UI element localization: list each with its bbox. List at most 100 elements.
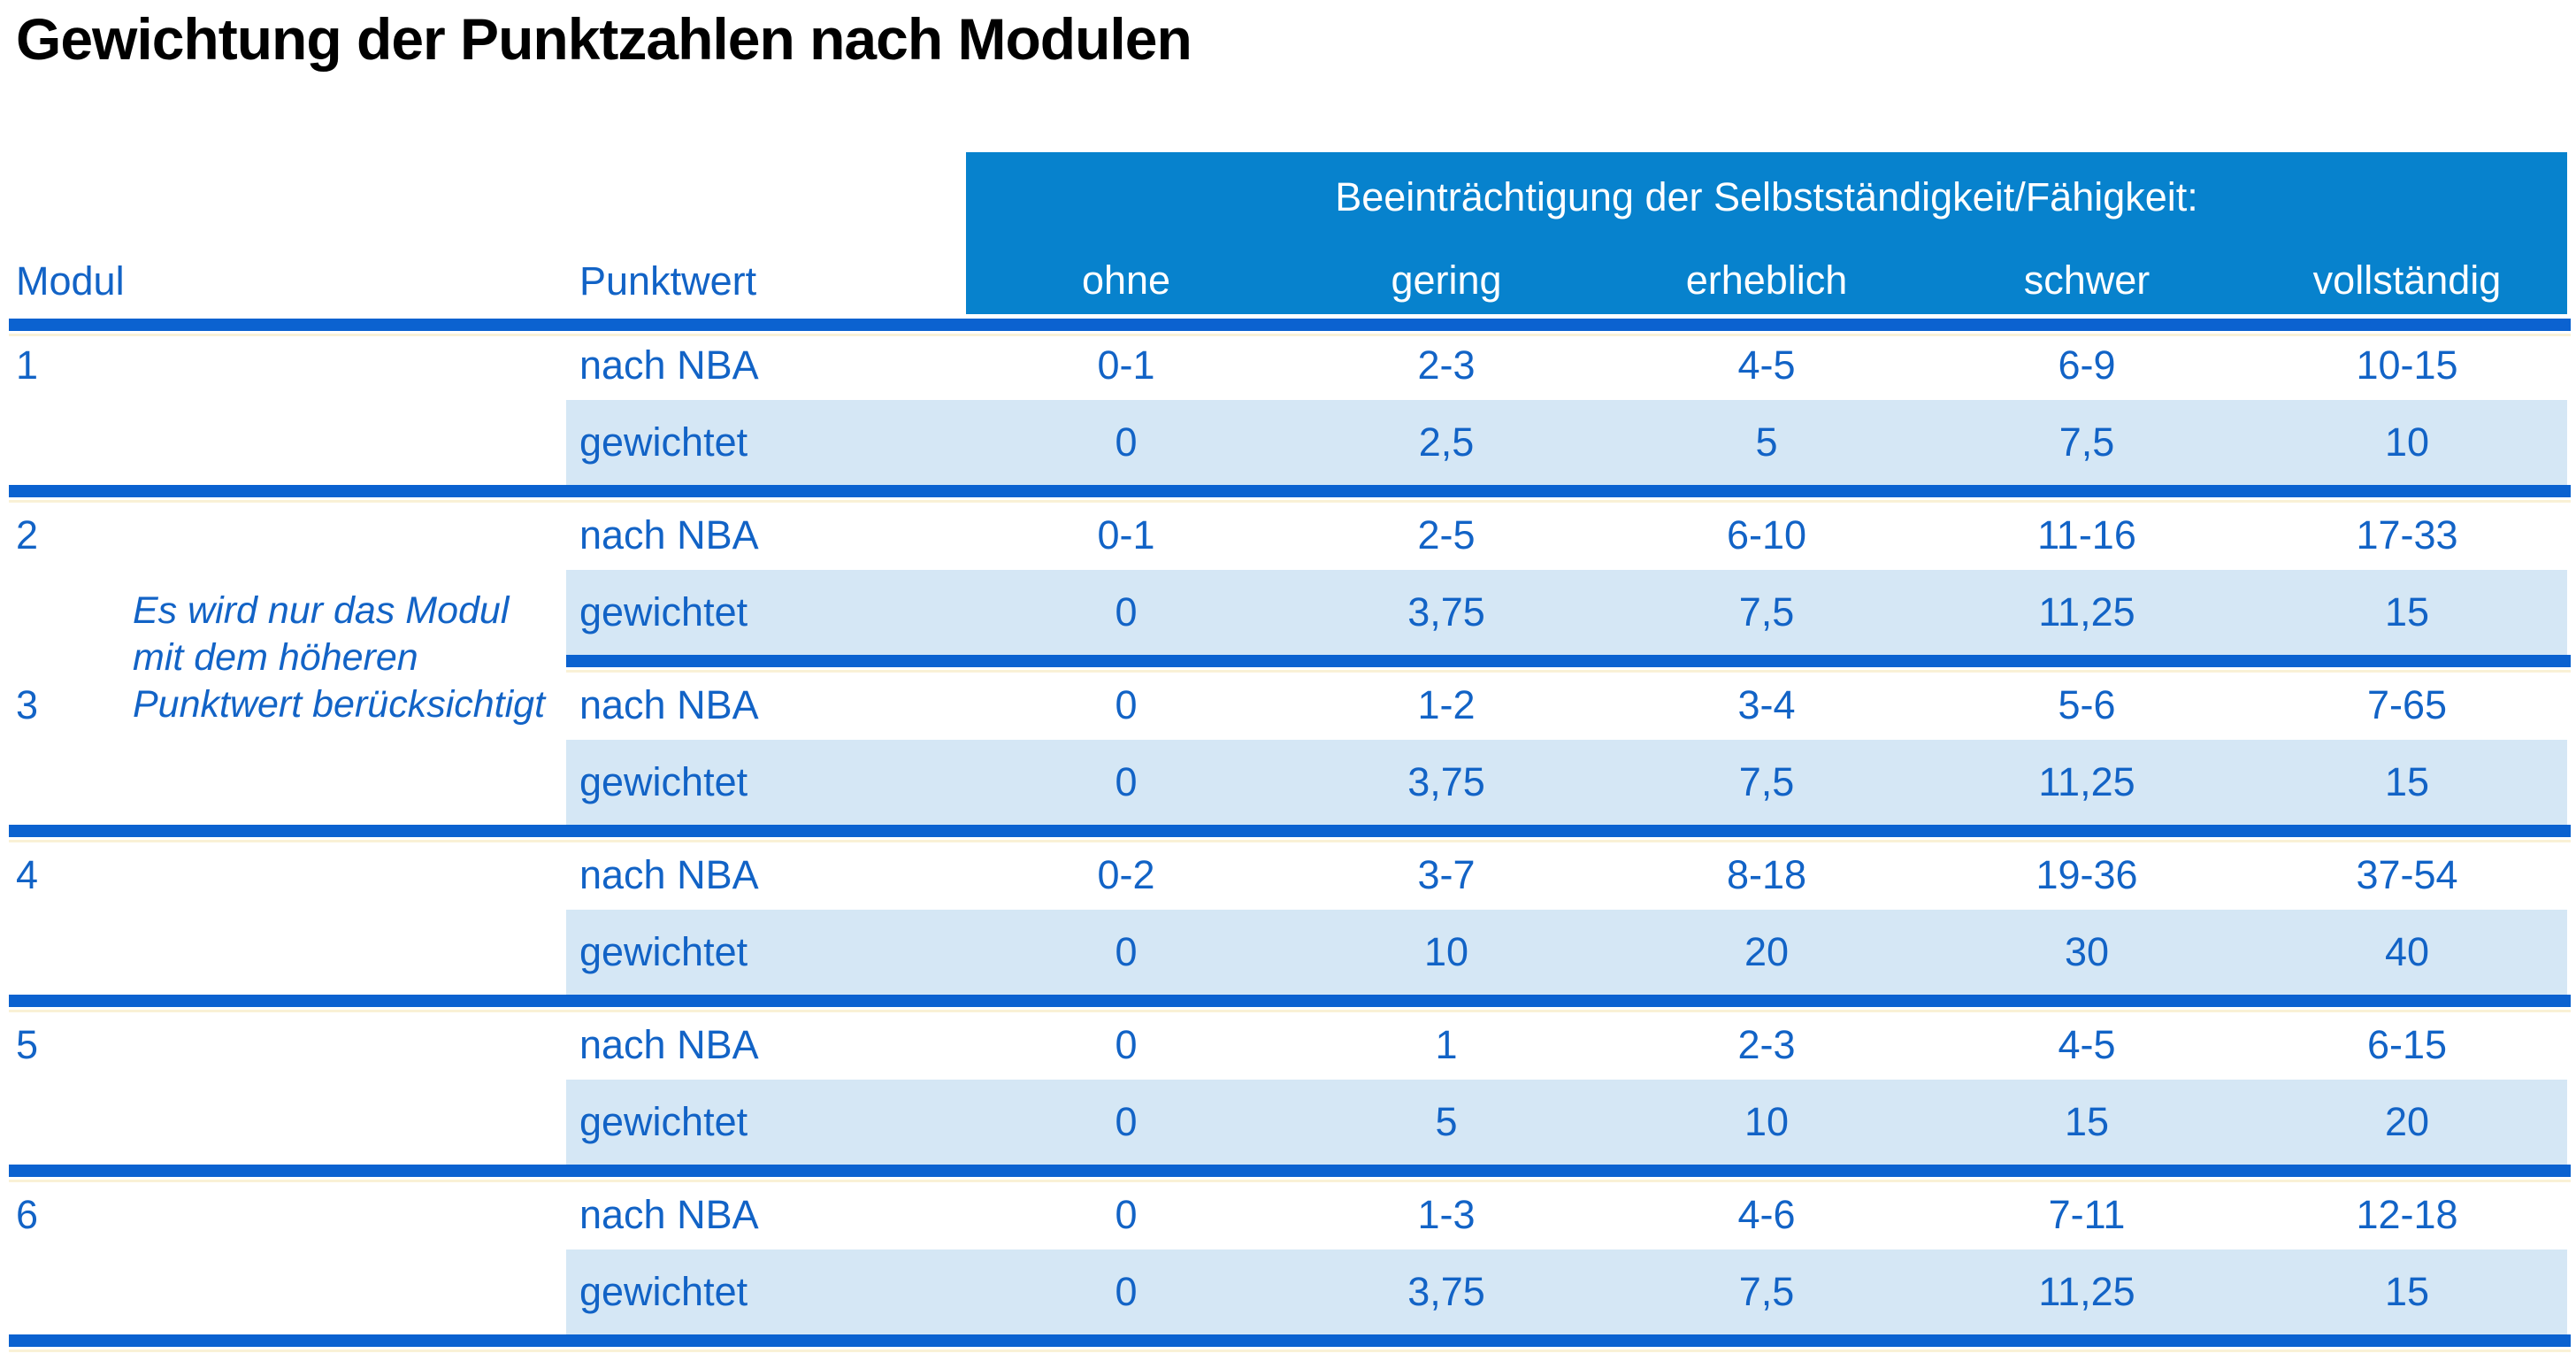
module-3-nba-row: 3 nach NBA 0 1-2 3-4 5-6 7-65	[0, 671, 2576, 740]
value-cell: 3-7	[1417, 852, 1476, 897]
column-header-erheblich: erheblich	[1685, 258, 1848, 303]
module-4-nba-row: 4 nach NBA 0-2 3-7 8-18 19-36 37-54	[0, 841, 2576, 910]
module-separator	[9, 1334, 2571, 1352]
value-cell: 5	[1286, 1080, 1606, 1165]
value-cell: 0	[1115, 682, 1138, 727]
value-cell: 30	[1927, 910, 2247, 995]
value-cell: 11,25	[1927, 570, 2247, 655]
value-cell: 10	[1606, 1080, 1927, 1165]
value-cell: 10	[1286, 910, 1606, 995]
module-5-nba-row: 5 nach NBA 0 1 2-3 4-5 6-15	[0, 1011, 2576, 1080]
row-label-gewichtet: gewichtet	[566, 1080, 966, 1165]
value-cell: 0	[966, 910, 1286, 995]
value-cell: 7,5	[1606, 1250, 1927, 1334]
module-2-nba-row: 2 nach NBA 0-1 2-5 6-10 11-16 17-33	[0, 501, 2576, 570]
value-cell: 3,75	[1286, 1250, 1606, 1334]
empty-cell	[0, 1250, 566, 1334]
value-cell: 20	[1606, 910, 1927, 995]
value-cell: 7,5	[1927, 400, 2247, 485]
value-cell: 4-5	[2058, 1022, 2116, 1067]
row-label-gewichtet: gewichtet	[566, 1250, 966, 1334]
row-label-nach-nba: nach NBA	[579, 852, 759, 897]
value-cell: 3,75	[1286, 740, 1606, 825]
row-label-gewichtet: gewichtet	[566, 740, 966, 825]
empty-cell	[0, 1080, 566, 1165]
module-1-number: 1	[16, 342, 39, 388]
value-cell: 11-16	[2037, 512, 2136, 557]
empty-cell	[0, 910, 566, 995]
empty-cell	[0, 400, 566, 485]
value-cell: 2-5	[1417, 512, 1476, 557]
value-cell: 0	[966, 1080, 1286, 1165]
column-header-schwer: schwer	[2023, 258, 2150, 303]
column-header-modul: Modul	[16, 258, 125, 304]
row-label-nach-nba: nach NBA	[579, 1192, 759, 1237]
value-cell: 0	[966, 740, 1286, 825]
module-separator	[9, 995, 2571, 1012]
value-cell: 6-9	[2058, 342, 2116, 388]
value-cell: 11,25	[1927, 740, 2247, 825]
value-cell: 15	[2247, 570, 2567, 655]
module-2-number: 2	[16, 512, 39, 557]
table-body: 1 nach NBA 0-1 2-3 4-5 6-9 10-15 gewichtet 0 2,5 5…	[0, 331, 2576, 1352]
column-header-gering: gering	[1391, 258, 1502, 303]
value-cell: 2,5	[1286, 400, 1606, 485]
banner-title: Beeinträchtigung der Selbstständigkeit/F…	[1335, 174, 2198, 219]
value-cell: 19-36	[2036, 852, 2138, 897]
value-cell: 10	[2247, 400, 2567, 485]
value-cell: 4-6	[1737, 1192, 1796, 1237]
module-4-number: 4	[16, 852, 39, 897]
value-cell: 40	[2247, 910, 2567, 995]
value-cell: 11,25	[1927, 1250, 2247, 1334]
value-cell: 0	[1115, 1192, 1138, 1237]
value-cell: 3-4	[1737, 682, 1796, 727]
value-cell: 2-3	[1737, 1022, 1796, 1067]
value-cell: 0	[966, 400, 1286, 485]
note-line: mit dem höheren	[133, 636, 418, 679]
severity-banner: Beeinträchtigung der Selbstständigkeit/F…	[966, 152, 2567, 314]
column-header-ohne: ohne	[1081, 258, 1171, 303]
empty-cell	[0, 740, 566, 825]
module-separator	[9, 825, 2571, 842]
value-cell: 1-3	[1417, 1192, 1476, 1237]
value-cell: 0	[966, 570, 1286, 655]
value-cell: 10-15	[2356, 342, 2458, 388]
value-cell: 15	[2247, 740, 2567, 825]
value-cell: 5	[1606, 400, 1927, 485]
module-2-3-note: Es wird nur das Modul mit dem höheren Pu…	[133, 588, 545, 728]
value-cell: 15	[2247, 1250, 2567, 1334]
note-line: Punktwert berücksichtigt	[133, 683, 546, 726]
row-label-nach-nba: nach NBA	[579, 682, 759, 727]
value-cell: 3,75	[1286, 570, 1606, 655]
value-cell: 0	[1115, 1022, 1138, 1067]
value-cell: 7,5	[1606, 570, 1927, 655]
module-separator	[566, 655, 2571, 673]
value-cell: 7,5	[1606, 740, 1927, 825]
value-cell: 37-54	[2356, 852, 2458, 897]
value-cell: 1-2	[1417, 682, 1476, 727]
value-cell: 5-6	[2058, 682, 2116, 727]
page-title: Gewichtung der Punktzahlen nach Modulen	[16, 6, 1192, 72]
module-1-nba-row: 1 nach NBA 0-1 2-3 4-5 6-9 10-15	[0, 331, 2576, 400]
module-6-nba-row: 6 nach NBA 0 1-3 4-6 7-11 12-18	[0, 1180, 2576, 1250]
module-5-number: 5	[16, 1022, 39, 1067]
value-cell: 7-11	[2048, 1192, 2126, 1237]
module-separator	[9, 1165, 2571, 1182]
value-cell: 17-33	[2356, 512, 2458, 557]
row-label-nach-nba: nach NBA	[579, 342, 759, 388]
value-cell: 20	[2247, 1080, 2567, 1165]
header-separator	[9, 319, 2571, 336]
value-cell: 12-18	[2356, 1192, 2458, 1237]
module-separator	[9, 485, 2571, 503]
value-cell: 0-1	[1097, 512, 1155, 557]
value-cell: 0	[966, 1250, 1286, 1334]
value-cell: 1	[1435, 1022, 1458, 1067]
value-cell: 7-65	[2366, 682, 2448, 727]
module-6-number: 6	[16, 1192, 39, 1237]
row-label-nach-nba: nach NBA	[579, 1022, 759, 1067]
value-cell: 0-1	[1097, 342, 1155, 388]
module-2-weighted-row: gewichtet 0 3,75 7,5 11,25 15	[0, 570, 2576, 655]
value-cell: 8-18	[1726, 852, 1807, 897]
column-header-vollstaendig: vollständig	[2312, 258, 2502, 303]
